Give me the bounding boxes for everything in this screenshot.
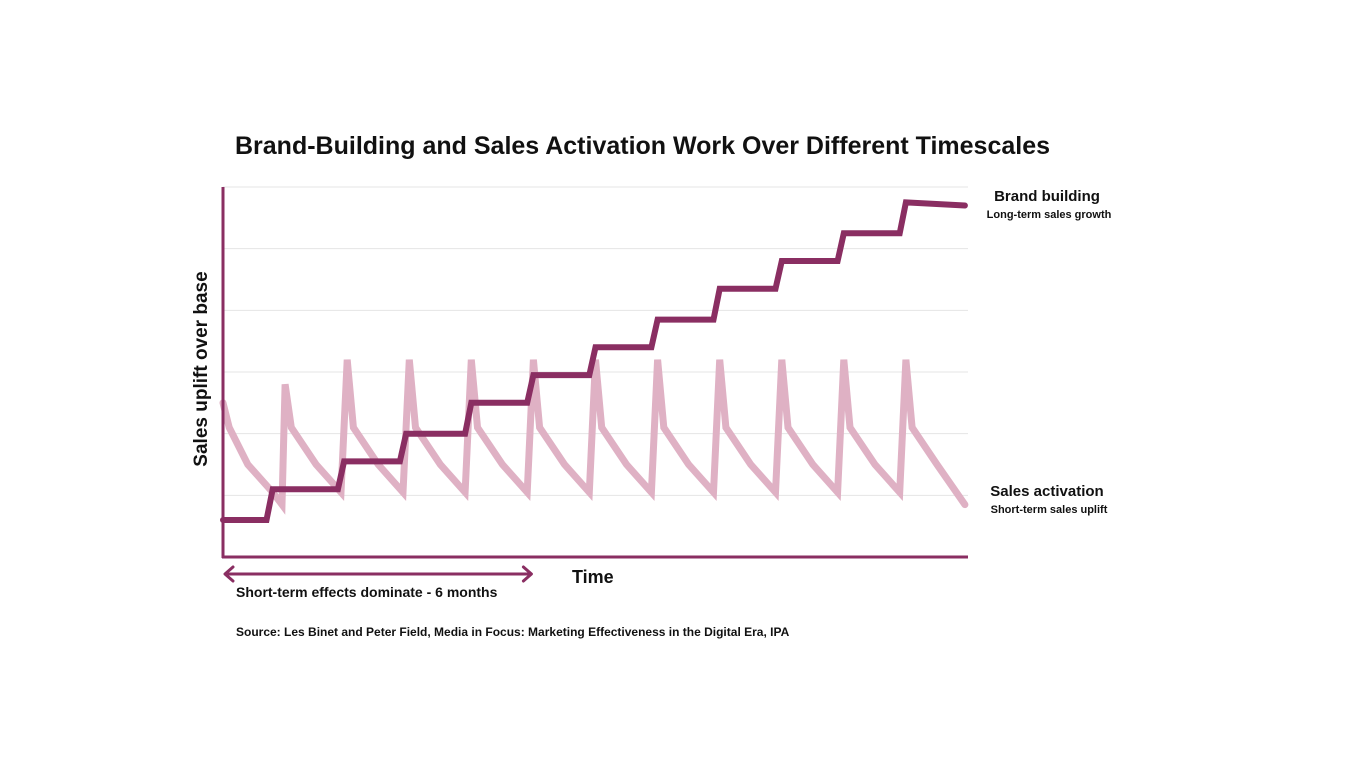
span-arrow-left-head (223, 565, 235, 583)
brand-building-line (220, 199, 968, 523)
short-term-note: Short-term effects dominate - 6 months (236, 584, 498, 600)
span-arrow-right-head (521, 565, 533, 583)
y-axis-label: Sales uplift over base (191, 271, 212, 466)
sales-activation-line (219, 359, 969, 515)
legend-brand-building-subtitle: Long-term sales growth (987, 209, 1112, 221)
legend-sales-activation-name: Sales activation (990, 483, 1103, 500)
axes (221, 187, 968, 559)
legend-brand-building-name: Brand building (994, 188, 1100, 205)
series-lines (219, 199, 969, 523)
legend-sales-activation-subtitle: Short-term sales uplift (991, 504, 1108, 516)
x-axis-label: Time (572, 567, 614, 587)
source-note: Source: Les Binet and Peter Field, Media… (236, 625, 790, 639)
chart-title: Brand-Building and Sales Activation Work… (235, 132, 1050, 160)
short-term-span-arrow (223, 565, 533, 583)
